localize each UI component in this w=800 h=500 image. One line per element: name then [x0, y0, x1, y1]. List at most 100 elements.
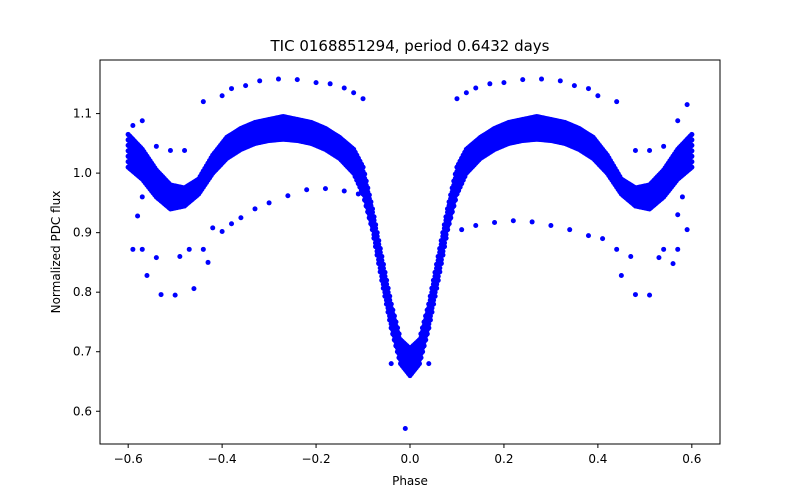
data-point	[437, 269, 443, 275]
x-tick-label: 0.2	[494, 452, 513, 466]
data-point	[158, 292, 164, 298]
data-point	[463, 90, 469, 96]
data-point	[210, 225, 216, 231]
data-point	[661, 143, 667, 149]
data-point	[424, 331, 430, 337]
data-point	[177, 253, 183, 259]
data-point	[327, 81, 333, 87]
data-point	[430, 301, 437, 307]
data-point	[383, 281, 390, 287]
data-point	[351, 90, 357, 96]
data-point	[266, 200, 272, 206]
data-point	[510, 218, 516, 224]
data-point	[632, 292, 638, 298]
data-point	[372, 222, 379, 228]
y-axis: 0.6 0.7 0.8 0.9 1.0 1.1	[73, 107, 100, 418]
data-point	[387, 293, 393, 299]
data-point	[438, 257, 444, 263]
data-point	[492, 220, 498, 226]
data-point	[205, 259, 211, 265]
data-point	[182, 147, 188, 153]
x-tick-label: −0.6	[114, 452, 143, 466]
data-point	[379, 257, 385, 264]
data-point	[377, 245, 383, 252]
data-point	[689, 131, 695, 138]
data-point	[153, 143, 159, 149]
data-point	[355, 191, 361, 197]
data-point	[275, 76, 281, 82]
data-point	[369, 206, 376, 212]
data-point	[689, 137, 695, 143]
data-point	[501, 80, 507, 86]
data-point	[167, 147, 173, 153]
data-point	[186, 246, 192, 252]
data-point	[600, 236, 606, 242]
data-point	[429, 305, 435, 311]
data-point	[374, 233, 380, 239]
data-point	[391, 313, 397, 319]
data-point	[200, 99, 206, 105]
data-point	[427, 313, 433, 319]
data-point	[675, 118, 681, 124]
data-point	[385, 289, 391, 295]
data-point	[139, 118, 145, 124]
data-point	[585, 86, 591, 92]
data-point	[418, 355, 424, 361]
data-point	[376, 241, 382, 247]
data-point	[394, 325, 401, 331]
data-point	[426, 361, 432, 367]
data-point	[368, 199, 374, 205]
y-tick-label: 0.7	[73, 345, 92, 359]
data-point	[382, 273, 388, 279]
data-point	[459, 227, 465, 233]
data-point	[385, 285, 391, 291]
data-point	[380, 261, 386, 267]
data-point	[139, 246, 145, 252]
y-tick-label: 1.0	[73, 166, 92, 180]
data-point	[135, 213, 141, 219]
data-point	[379, 253, 385, 260]
data-point	[376, 237, 382, 244]
data-point	[130, 122, 136, 128]
data-point	[341, 188, 347, 194]
data-point	[374, 230, 380, 236]
x-tick-label: −0.2	[301, 452, 330, 466]
data-point	[219, 228, 225, 234]
data-point	[473, 223, 479, 229]
data-point	[372, 225, 379, 231]
data-point	[454, 96, 460, 102]
data-point	[423, 337, 429, 343]
data-point	[548, 223, 554, 229]
data-point	[200, 246, 206, 252]
x-tick-label: 0.4	[588, 452, 607, 466]
data-point	[416, 361, 422, 367]
data-point	[219, 93, 225, 99]
y-tick-label: 0.9	[73, 226, 92, 240]
data-point	[341, 85, 347, 91]
data-point	[130, 246, 136, 252]
data-point	[529, 219, 535, 225]
data-point	[387, 297, 393, 303]
x-tick-label: 0.6	[682, 452, 701, 466]
data-point	[452, 197, 458, 203]
data-point	[388, 301, 394, 307]
data-point	[441, 240, 448, 246]
data-point	[243, 83, 249, 89]
data-point	[656, 255, 662, 261]
data-point	[571, 83, 577, 89]
data-point	[402, 426, 408, 432]
data-point	[435, 277, 441, 283]
data-point	[647, 147, 653, 153]
data-point	[449, 209, 455, 215]
data-point	[585, 233, 591, 239]
data-point	[451, 203, 457, 209]
data-point	[437, 265, 443, 271]
x-axis: −0.6 −0.4 −0.2 0.0 0.2 0.4 0.6	[114, 444, 701, 466]
data-point	[434, 285, 440, 291]
plot-frame	[99, 59, 721, 445]
data-point	[363, 178, 369, 184]
data-point	[383, 277, 390, 283]
data-point	[689, 153, 695, 159]
data-point	[647, 292, 653, 298]
